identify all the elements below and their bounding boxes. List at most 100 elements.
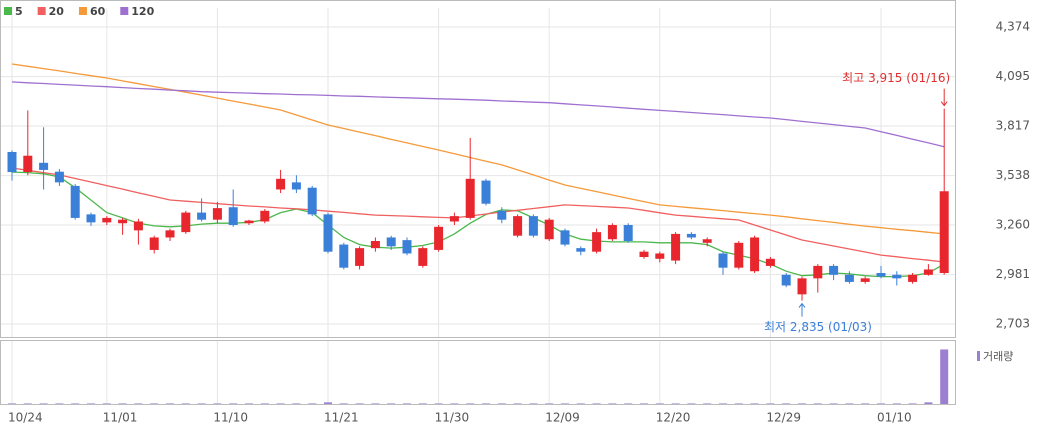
candle-body (276, 178, 286, 190)
ma-line (11, 167, 945, 263)
volume-bar (71, 403, 80, 404)
candle-body (939, 191, 949, 274)
volume-bar (892, 403, 901, 404)
legend-swatch (120, 7, 129, 15)
volume-bar (339, 403, 348, 404)
volume-bar (434, 403, 443, 404)
candle-body (212, 208, 222, 220)
volume-bar (687, 403, 696, 404)
legend-label: 60 (90, 5, 106, 18)
volume-bar (450, 403, 459, 404)
annotation: 최저 2,835 (01/03) (764, 320, 872, 334)
annotation-arrow (940, 88, 948, 107)
volume-bar (529, 403, 538, 404)
x-tick-label: 11/21 (324, 411, 359, 425)
legend-label: 거래량 (983, 350, 1013, 363)
candle-body (386, 237, 396, 247)
candle-body (623, 225, 633, 242)
candle-body (260, 210, 270, 222)
plot: 최고 3,915 (01/16) 최저 2,835 (01/03) (7, 63, 950, 404)
volume-bar (371, 403, 380, 404)
volume-bar (418, 403, 427, 404)
candle-body (149, 237, 159, 250)
legend-swatch (977, 351, 980, 361)
candle-body (813, 265, 823, 279)
candle-body (576, 248, 586, 252)
candle-body (528, 216, 538, 236)
candle-body (876, 273, 886, 277)
candle-body (765, 258, 775, 266)
volume-bar (798, 403, 806, 404)
ma-line (11, 171, 945, 278)
candle-body (544, 219, 554, 240)
legend-swatch (78, 7, 87, 15)
candle-body (197, 212, 207, 220)
volume-bar (513, 403, 522, 404)
volume-bar (260, 403, 269, 404)
volume-bar (908, 403, 917, 404)
volume-bar (766, 403, 775, 404)
y-tick-label: 3,538 (996, 168, 1030, 182)
candle-body (23, 155, 33, 173)
volume-bar (640, 403, 648, 404)
volume-bar (719, 403, 727, 404)
volume-bar (355, 403, 364, 404)
volume-bar (940, 349, 949, 404)
x-tick-label: 10/24 (8, 411, 43, 425)
volume-bar (608, 403, 617, 404)
y-tick-label: 3,817 (996, 119, 1030, 133)
volume-bar (292, 403, 301, 404)
volume-bar (829, 403, 838, 404)
legend-label: 5 (15, 5, 23, 18)
y-tick-label: 4,095 (996, 69, 1030, 83)
x-tick-label: 01/10 (877, 411, 912, 425)
candle-body (702, 239, 712, 243)
ma-line (11, 63, 945, 235)
candle-body (908, 274, 918, 282)
volume-bar (924, 402, 933, 404)
volume-bar (276, 403, 285, 404)
candle-body (671, 233, 681, 261)
volume-bar (387, 403, 396, 404)
volume-bar (181, 403, 190, 404)
candle-body (513, 216, 523, 236)
volume-bar (197, 403, 206, 404)
candle-body (465, 178, 475, 218)
candle-body (639, 251, 649, 258)
y-tick-label: 3,260 (996, 218, 1030, 232)
legend-swatch (4, 7, 12, 15)
candle-body (291, 182, 301, 190)
candle-body (734, 242, 744, 268)
legend-label: 20 (49, 5, 65, 18)
candle-body (892, 274, 902, 279)
annotation: 최고 3,915 (01/16) (842, 71, 950, 85)
volume-bar (592, 403, 601, 404)
volume-bar (561, 403, 569, 404)
volume-bar (877, 403, 885, 404)
candle-body (592, 232, 602, 252)
x-tick-label: 11/01 (103, 411, 138, 425)
legend-label: 120 (131, 5, 154, 18)
volume-bar (861, 403, 870, 404)
volume-bar (497, 403, 506, 404)
candle-body (402, 240, 412, 254)
candle-body (181, 212, 191, 233)
candle-body (133, 221, 143, 231)
volume-bar (23, 403, 32, 404)
candle-body (228, 207, 238, 226)
volume-bar (750, 403, 759, 404)
candle-body (686, 233, 696, 238)
ma-line (11, 81, 945, 148)
volume-bar (39, 403, 48, 404)
volume-bar (213, 403, 222, 404)
candle-body (339, 244, 349, 268)
candle-body (750, 237, 760, 272)
volume-bar (466, 403, 475, 404)
candle-body (355, 248, 365, 266)
volume-bar (55, 403, 64, 404)
candle-body (418, 248, 428, 266)
y-tick-label: 4,374 (996, 20, 1030, 34)
volume-bar (703, 403, 712, 404)
volume-bar (324, 402, 332, 404)
candle-body (434, 226, 444, 250)
